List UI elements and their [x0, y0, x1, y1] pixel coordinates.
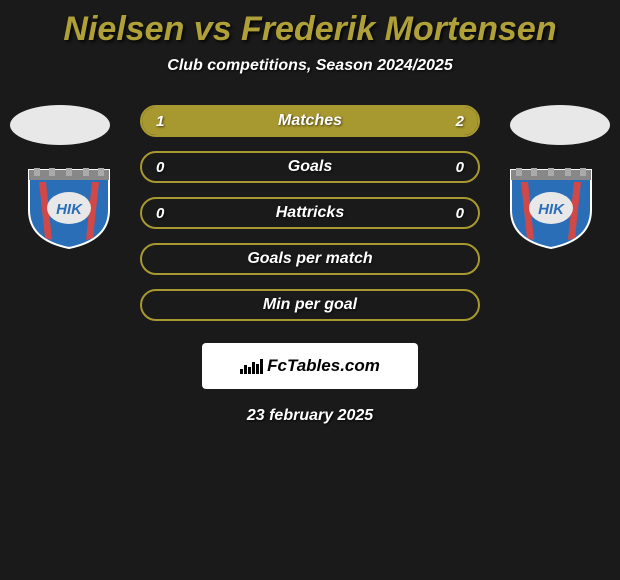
chart-icon	[240, 358, 263, 374]
player-avatar-right	[510, 105, 610, 145]
stat-row: Matches 1 2	[140, 105, 480, 137]
stat-row: Goals 0 0	[140, 151, 480, 183]
player-avatar-left	[10, 105, 110, 145]
page-title: Nielsen vs Frederik Mortensen	[0, 0, 620, 49]
stat-row: Hattricks 0 0	[140, 197, 480, 229]
comparison-panel: HIK HIK Matches12Goals00Hattricks00Goals…	[0, 105, 620, 425]
club-badge-right: HIK	[506, 160, 596, 250]
svg-text:HIK: HIK	[538, 201, 565, 218]
stat-label: Goals per match	[247, 250, 372, 268]
svg-text:HIK: HIK	[56, 201, 83, 218]
footer-logo: FcTables.com	[202, 343, 418, 389]
subtitle: Club competitions, Season 2024/2025	[0, 57, 620, 75]
stat-label: Hattricks	[276, 204, 344, 222]
footer-logo-text: FcTables.com	[267, 356, 380, 376]
stat-label: Goals	[288, 158, 332, 176]
stat-value-left: 1	[156, 113, 164, 130]
club-badge-left: HIK	[24, 160, 114, 250]
stat-value-right: 2	[456, 113, 464, 130]
stat-value-right: 0	[456, 205, 464, 222]
stat-label: Min per goal	[263, 296, 357, 314]
stat-label: Matches	[278, 112, 342, 130]
stat-rows: Matches 1 2 Goals 0 0 Hattricks 0 0 Goals per mat…	[140, 105, 480, 321]
stat-value-left: 0	[156, 205, 164, 222]
stat-value-right: 0	[456, 159, 464, 176]
stat-value-left: 0	[156, 159, 164, 176]
stat-row: Goals per match	[140, 243, 480, 275]
stat-row: Min per goal	[140, 289, 480, 321]
footer-date: 23 february 2025	[0, 407, 620, 425]
